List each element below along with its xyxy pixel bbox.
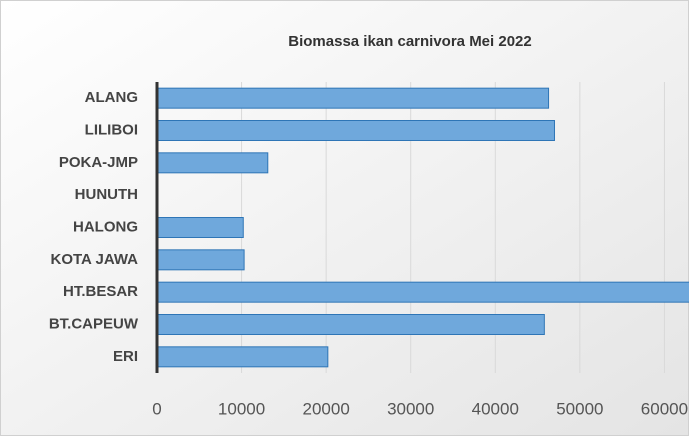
bar xyxy=(156,152,269,174)
x-tick-label: 50000 xyxy=(556,399,603,418)
bar xyxy=(156,281,689,303)
y-tick-label: POKA-JMP xyxy=(59,154,138,171)
y-tick-label: HUNUTH xyxy=(75,186,138,203)
chart-title: Biomassa ikan carnivora Mei 2022 xyxy=(288,33,531,50)
y-tick-label: ERI xyxy=(113,348,138,365)
y-tick-label: KOTA JAWA xyxy=(50,251,138,268)
bar xyxy=(156,314,545,335)
bar xyxy=(156,120,555,141)
x-tick-label: 10000 xyxy=(218,399,265,418)
y-tick-label: HT.BESAR xyxy=(63,283,138,300)
y-tick-label: BT.CAPEUW xyxy=(49,315,139,332)
bar xyxy=(156,249,245,271)
x-tick-label: 40000 xyxy=(472,399,519,418)
x-tick-label: 0 xyxy=(152,399,161,418)
bar xyxy=(156,87,550,109)
y-tick-label: HALONG xyxy=(73,218,138,235)
y-tick-label: ALANG xyxy=(85,89,138,106)
y-tick-label: LILIBOI xyxy=(85,121,138,138)
x-tick-label: 60000 xyxy=(641,399,688,418)
x-tick-label: 20000 xyxy=(303,399,350,418)
bar xyxy=(156,346,329,368)
x-tick-label: 30000 xyxy=(387,399,434,418)
bar xyxy=(156,217,244,238)
